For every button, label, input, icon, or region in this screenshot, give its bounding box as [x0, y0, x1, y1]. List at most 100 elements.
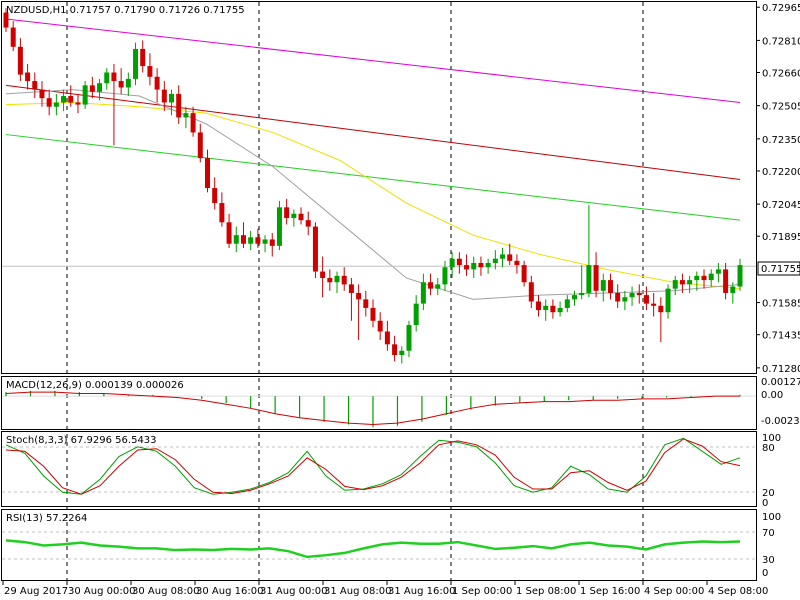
candle-body	[240, 235, 246, 244]
candle-body	[428, 282, 434, 289]
main-pane-frame	[1, 1, 757, 374]
candle-body	[255, 237, 261, 244]
candle-body	[190, 113, 196, 133]
price-tick-label: 0.72505	[762, 102, 800, 113]
candle-body	[593, 265, 599, 291]
candle-body	[269, 239, 275, 246]
candle-body	[111, 72, 117, 82]
candle-body	[118, 81, 124, 88]
time-tick-label: 30 Aug 08:00	[132, 586, 199, 597]
candle-body	[262, 239, 268, 244]
time-tick-label: 4 Sep 00:00	[644, 586, 704, 597]
main-pane[interactable]: NZDUSD,H1 0.71757 0.71790 0.71726 0.7175…	[1, 1, 800, 375]
rsi-ytick-30: 30	[762, 555, 775, 566]
price-axis: 0.72965 0.72810 0.72660 0.72505 0.72350 0.722…	[756, 3, 800, 375]
candle-body	[39, 89, 45, 99]
time-tick-label: 30 Aug 00:00	[68, 586, 135, 597]
candle-body	[89, 85, 95, 92]
moving-averages	[5, 18, 741, 300]
candle-body	[104, 72, 110, 84]
candle-body	[435, 284, 441, 289]
candle-body	[68, 96, 74, 103]
candle-body	[10, 27, 16, 47]
price-tick-label: 0.72200	[762, 167, 800, 178]
macd-ytick-zero: 0.00	[761, 390, 783, 401]
candle-body	[226, 222, 232, 244]
macd-pane-frame	[1, 376, 757, 430]
candle-body	[25, 72, 31, 82]
candle-body	[377, 320, 383, 332]
candle-body	[233, 235, 239, 244]
price-tick-label: 0.72810	[762, 36, 800, 47]
rsi-pane[interactable]: RSI(13) 57.2264 100 70 30 0	[1, 509, 782, 581]
candle-body	[449, 258, 455, 268]
macd-series	[2, 390, 756, 428]
time-tick-label: 31 Aug 08:00	[324, 586, 391, 597]
candle-body	[3, 12, 9, 28]
ma-gray-line	[5, 89, 741, 300]
price-tick-label: 0.72350	[762, 135, 800, 146]
stoch-main-line	[5, 437, 741, 495]
price-tick-label: 0.72965	[762, 3, 800, 14]
session-separators	[66, 2, 644, 580]
candle-body	[492, 258, 498, 263]
candle-body	[406, 325, 412, 351]
main-header: NZDUSD,H1 0.71757 0.71790 0.71726 0.7175…	[6, 5, 245, 16]
candle-body	[500, 254, 506, 259]
stoch-ytick-80: 80	[762, 443, 775, 454]
candle-body	[327, 277, 333, 283]
time-tick-label: 31 Aug 00:00	[260, 586, 327, 597]
candle-body	[53, 102, 59, 107]
time-tick-label: 30 Aug 16:00	[196, 586, 263, 597]
candle-body	[363, 299, 369, 308]
candle-body	[464, 265, 470, 270]
candle-body	[348, 284, 354, 293]
candle-body	[528, 282, 534, 302]
candle-body	[636, 292, 642, 296]
stoch-signal-line	[5, 438, 741, 495]
stoch-series	[5, 437, 741, 495]
candle-body	[579, 292, 585, 296]
candle-body	[197, 132, 203, 159]
candle-body	[622, 297, 628, 302]
candle-body	[46, 98, 52, 107]
candle-body	[715, 269, 721, 274]
macd-signal-line	[5, 391, 740, 425]
candle-body	[708, 273, 714, 281]
candle-body	[550, 305, 556, 313]
candle-body	[571, 295, 577, 300]
candle-body	[651, 303, 657, 306]
candle-body	[82, 85, 88, 105]
stoch-ytick-20: 20	[762, 488, 775, 499]
candle-body	[643, 295, 649, 304]
candle-body	[147, 66, 153, 77]
ma-red-line	[5, 84, 741, 181]
candle-body	[204, 158, 210, 189]
price-tick-label: 0.71895	[762, 232, 800, 243]
candlesticks	[3, 8, 743, 364]
candle-body	[392, 344, 398, 356]
candle-body	[61, 96, 67, 103]
time-tick-label: 1 Sep 08:00	[516, 586, 576, 597]
candle-body	[564, 299, 570, 308]
time-tick-label: 4 Sep 08:00	[708, 586, 768, 597]
candle-body	[485, 262, 491, 268]
candle-body	[478, 262, 484, 268]
candle-body	[420, 282, 426, 304]
candle-body	[600, 280, 606, 291]
macd-pane[interactable]: MACD(12,26,9) 0.000139 0.000026 0.001273…	[1, 376, 800, 430]
macd-ytick-top: 0.001273	[761, 377, 800, 388]
stoch-pane[interactable]: Stoch(8,3,3) 67.9296 56.5433 100 80 20 0	[1, 431, 782, 510]
candle-body	[32, 81, 38, 90]
candle-body	[607, 280, 613, 293]
candle-body	[471, 262, 477, 270]
current-price-tag	[757, 261, 800, 276]
rsi-ytick-0: 0	[762, 568, 768, 579]
stoch-header: Stoch(8,3,3) 67.9296 56.5433	[6, 435, 157, 446]
candle-body	[219, 203, 225, 223]
rsi-ytick-100: 100	[762, 512, 781, 523]
candle-body	[97, 83, 103, 92]
candle-body	[291, 213, 297, 219]
candle-body	[737, 265, 743, 287]
